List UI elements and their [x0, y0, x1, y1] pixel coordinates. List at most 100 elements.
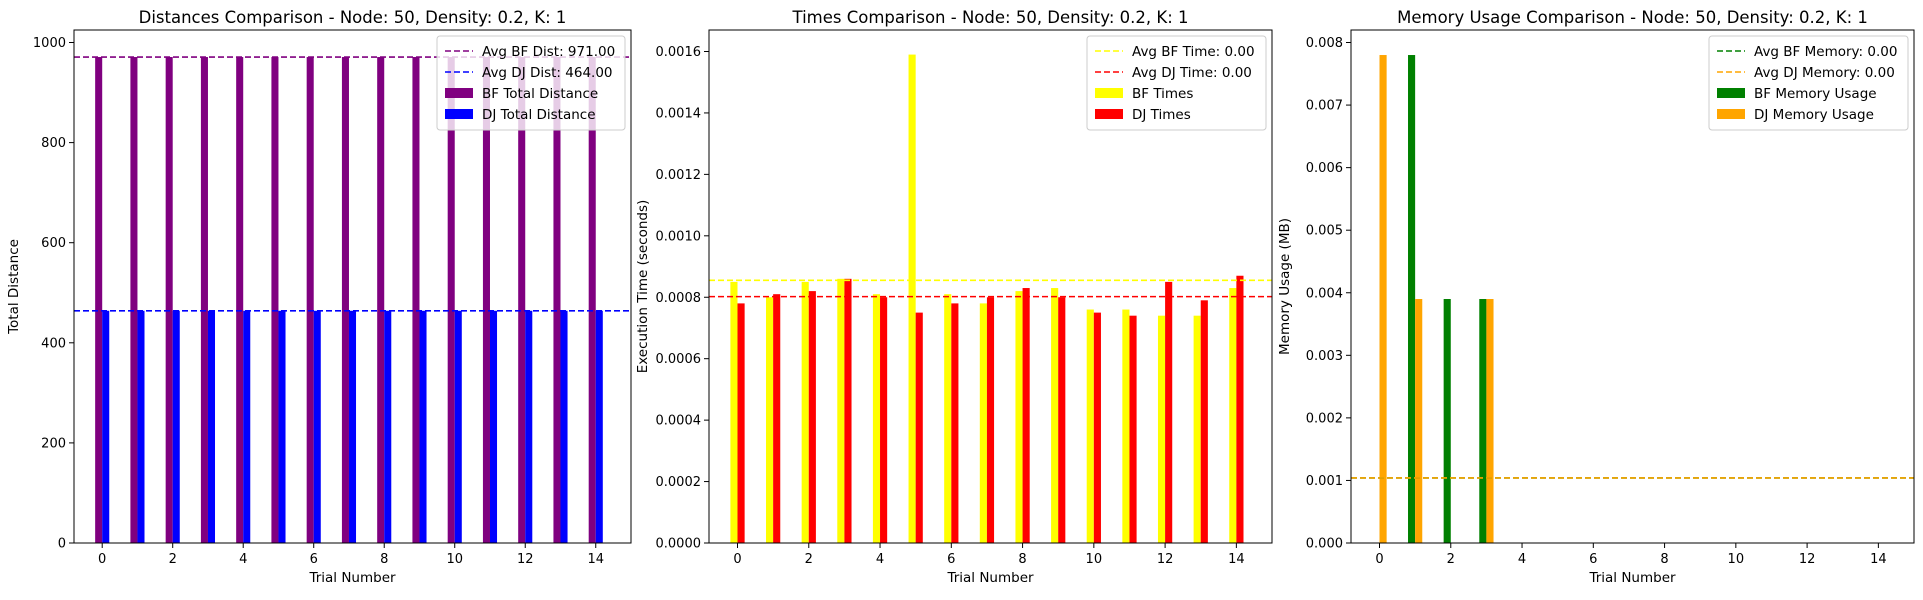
bar-series2-trial-13 — [560, 310, 568, 543]
legend-label: DJ Times — [1132, 107, 1191, 123]
legend-box — [1708, 35, 1909, 131]
x-tick-label: 2 — [1447, 552, 1455, 567]
legend-label: BF Total Distance — [482, 86, 598, 102]
x-tick-label: 14 — [1228, 552, 1245, 567]
bar-series2-trial-0 — [1379, 55, 1387, 544]
x-tick-label: 4 — [239, 552, 247, 567]
chart-title: Memory Usage Comparison - Node: 50, Dens… — [1397, 8, 1868, 27]
bar-series1-trial-13 — [1193, 315, 1201, 543]
y-tick-label: 600 — [41, 236, 66, 251]
x-axis-label: Trial Number — [308, 570, 396, 586]
y-axis-label: Total Distance — [6, 239, 22, 335]
x-tick-label: 8 — [1660, 552, 1668, 567]
bar-series1-trial-9 — [1051, 288, 1059, 543]
bar-series1-trial-11 — [482, 57, 490, 544]
bar-series2-trial-9 — [419, 310, 427, 543]
x-tick-label: 10 — [446, 552, 463, 567]
bar-series2-trial-6 — [951, 303, 959, 543]
bar-series2-trial-0 — [102, 310, 110, 543]
legend-patch-swatch — [445, 88, 473, 98]
legend-label: BF Memory Usage — [1754, 86, 1877, 102]
bar-series2-trial-2 — [172, 310, 180, 543]
bar-series2-trial-3 — [1486, 299, 1494, 543]
bar-series2-trial-6 — [313, 310, 321, 543]
bar-series1-trial-10 — [447, 57, 455, 544]
bar-series2-trial-0 — [737, 303, 745, 543]
legend-label: DJ Total Distance — [482, 107, 596, 123]
bar-series2-trial-14 — [1236, 275, 1244, 543]
legend: Avg BF Time: 0.00 Avg DJ Time: 0.00 BF Tim… — [1086, 35, 1267, 131]
legend-label: Avg BF Time: 0.00 — [1132, 44, 1255, 60]
chart-title: Distances Comparison - Node: 50, Density… — [139, 8, 567, 27]
x-tick-label: 6 — [310, 552, 318, 567]
legend-label: Avg DJ Time: 0.00 — [1132, 65, 1252, 81]
bar-series1-trial-1 — [130, 57, 138, 544]
legend: Avg BF Memory: 0.00 Avg DJ Memory: 0.00 BF… — [1708, 35, 1909, 131]
bar-series2-trial-1 — [137, 310, 145, 543]
y-tick-label: 800 — [41, 136, 66, 151]
legend-label: Avg BF Dist: 971.00 — [482, 44, 615, 60]
x-tick-label: 0 — [98, 552, 106, 567]
bar-series1-trial-3 — [200, 57, 208, 544]
y-tick-label: 400 — [41, 336, 66, 351]
y-tick-label: 0.0014 — [656, 106, 702, 121]
y-tick-label: 0.004 — [1306, 286, 1343, 301]
bar-series2-trial-8 — [1022, 288, 1030, 543]
x-tick-label: 6 — [1589, 552, 1597, 567]
x-tick-label: 12 — [1799, 552, 1816, 567]
bar-series1-trial-11 — [1122, 309, 1130, 543]
y-tick-label: 0.003 — [1306, 349, 1343, 364]
bar-series1-trial-12 — [1157, 315, 1166, 543]
bar-series1-trial-13 — [553, 57, 561, 544]
y-tick-label: 0.007 — [1306, 99, 1343, 114]
legend-box — [436, 35, 626, 131]
x-tick-label: 10 — [1728, 552, 1745, 567]
bar-series1-trial-7 — [979, 303, 987, 543]
bar-series1-trial-0 — [730, 281, 738, 543]
legend-patch-swatch — [445, 109, 473, 119]
y-tick-label: 0.0012 — [656, 168, 702, 183]
y-tick-label: 0.0010 — [656, 229, 702, 244]
y-tick-label: 0.0002 — [656, 475, 702, 490]
bar-series2-trial-1 — [1415, 299, 1423, 543]
x-tick-label: 14 — [587, 552, 604, 567]
x-tick-label: 14 — [1870, 552, 1887, 567]
x-tick-label: 10 — [1086, 552, 1103, 567]
y-tick-label: 0.0004 — [656, 414, 702, 429]
y-tick-label: 0.0006 — [656, 352, 702, 367]
x-tick-label: 12 — [1157, 552, 1174, 567]
legend-label: BF Times — [1132, 86, 1193, 102]
x-tick-label: 8 — [1018, 552, 1026, 567]
bar-series2-trial-8 — [384, 310, 392, 543]
y-axis-label: Execution Time (seconds) — [635, 200, 651, 374]
chart-panel-1: 0 2 4 6 8 10 12 14 0 200 400 600 800 1000 Distances Co… — [6, 8, 632, 586]
bar-series2-trial-4 — [880, 297, 888, 543]
x-tick-label: 2 — [169, 552, 177, 567]
bar-series1-trial-14 — [588, 57, 596, 544]
bar-series2-trial-2 — [808, 291, 816, 543]
x-axis-label: Trial Number — [946, 570, 1034, 586]
legend-patch-swatch — [1095, 109, 1123, 119]
bar-series2-trial-7 — [348, 310, 357, 543]
bar-series2-trial-1 — [773, 294, 781, 543]
legend-label: DJ Memory Usage — [1754, 107, 1874, 123]
bar-series2-trial-11 — [489, 310, 498, 543]
y-tick-label: 0.008 — [1306, 36, 1343, 51]
bar-series1-trial-7 — [341, 57, 349, 544]
bar-series1-trial-2 — [1443, 299, 1451, 543]
bar-series1-trial-3 — [1479, 299, 1487, 543]
axes-frame — [708, 29, 1273, 544]
bar-series1-trial-9 — [412, 57, 420, 544]
bar-series2-trial-5 — [278, 310, 286, 543]
bar-series2-trial-5 — [915, 312, 923, 543]
bar-series2-trial-3 — [844, 278, 852, 543]
bar-series2-trial-3 — [207, 310, 216, 543]
x-tick-label: 4 — [1518, 552, 1526, 567]
x-tick-label: 2 — [805, 552, 813, 567]
bar-series2-trial-12 — [525, 310, 533, 543]
x-tick-label: 12 — [517, 552, 534, 567]
legend-patch-swatch — [1717, 109, 1745, 119]
bar-series1-trial-4 — [236, 57, 244, 544]
